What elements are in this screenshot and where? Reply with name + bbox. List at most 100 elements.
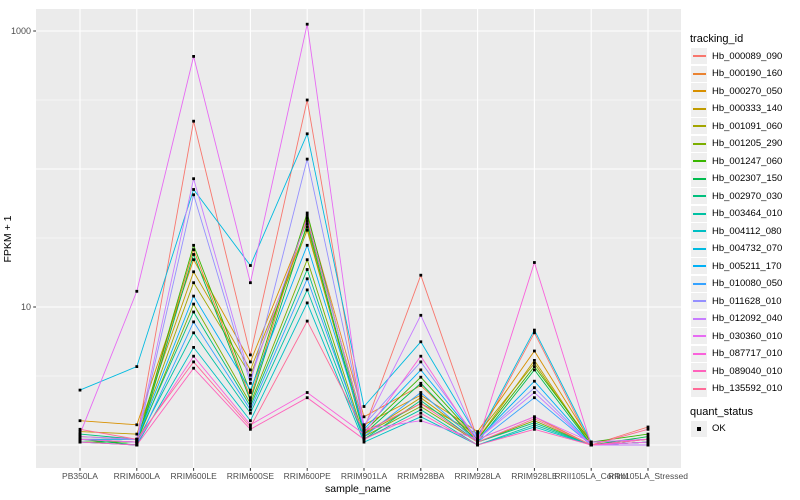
legend-entry-label: Hb_002970_030 — [712, 190, 783, 202]
legend-entry-Hb_001205_290: Hb_001205_290 — [691, 135, 782, 153]
data-point — [419, 402, 423, 405]
legend-quant-label: OK — [712, 423, 726, 435]
data-point — [249, 388, 252, 392]
legend-entry-label: Hb_000333_140 — [712, 103, 783, 114]
data-point — [249, 373, 252, 377]
data-point — [192, 331, 195, 335]
data-point — [589, 443, 593, 447]
data-point — [533, 427, 536, 431]
data-point — [249, 264, 252, 267]
data-point — [192, 294, 195, 298]
data-point — [192, 119, 195, 123]
data-point — [419, 273, 423, 277]
legend-entry-Hb_000270_050: Hb_000270_050 — [691, 82, 782, 100]
legend-key-swatch — [691, 188, 707, 204]
data-point — [305, 301, 309, 305]
data-point — [249, 427, 252, 431]
data-point — [362, 423, 366, 427]
data-point — [78, 427, 82, 431]
data-point — [362, 425, 366, 429]
data-point — [533, 423, 536, 427]
data-point — [249, 399, 252, 402]
legend-entry-Hb_004732_070: Hb_004732_070 — [691, 240, 782, 258]
legend-entry-Hb_089040_010: Hb_089040_010 — [691, 362, 782, 380]
data-point — [135, 365, 139, 368]
legend-key-swatch — [691, 363, 707, 379]
data-point — [78, 440, 82, 444]
data-point — [249, 411, 252, 415]
legend-entry-label: Hb_001091_060 — [712, 120, 783, 132]
legend-key-swatch — [691, 100, 707, 117]
data-point — [419, 384, 423, 387]
legend-entry-label: Hb_001247_060 — [712, 155, 783, 167]
data-point — [192, 248, 195, 252]
legend-key-swatch — [691, 170, 707, 187]
data-point — [305, 216, 309, 220]
legend-key-swatch — [691, 48, 707, 64]
data-point — [305, 132, 309, 136]
data-point — [192, 302, 195, 306]
data-point — [305, 396, 309, 400]
data-point — [78, 437, 82, 441]
legend-key-swatch — [691, 345, 707, 362]
data-point — [305, 219, 309, 223]
legend-entry-Hb_087717_010: Hb_087717_010 — [691, 345, 782, 363]
data-point — [646, 443, 650, 447]
legend-key-swatch — [691, 328, 707, 344]
legend-line-sample — [692, 195, 706, 197]
data-point — [305, 258, 309, 262]
legend-key-swatch — [691, 223, 707, 239]
legend-entry-label: Hb_030360_010 — [712, 330, 783, 342]
legend-key-swatch — [691, 83, 707, 99]
data-point — [305, 268, 309, 271]
data-point — [362, 437, 366, 441]
legend-quant-item-ok: OK — [691, 420, 726, 438]
data-point — [249, 402, 252, 405]
data-point — [476, 440, 479, 444]
legend-entry-Hb_012092_040: Hb_012092_040 — [691, 310, 782, 328]
data-point — [646, 437, 650, 441]
data-point — [305, 391, 309, 394]
data-point — [419, 411, 423, 415]
legend-line-sample — [692, 212, 706, 215]
data-point — [305, 22, 309, 26]
legend-entry-label: Hb_000089_090 — [712, 50, 783, 62]
data-point — [533, 359, 536, 362]
data-point — [646, 440, 650, 444]
data-point — [646, 435, 650, 438]
legend-panel: tracking_id quant_status OK Hb_000089_09… — [688, 0, 800, 500]
data-point — [305, 277, 309, 281]
legend-key-swatch — [691, 258, 707, 274]
legend-line-sample — [692, 265, 706, 267]
data-point — [249, 381, 252, 385]
data-point — [362, 435, 366, 438]
data-point — [362, 415, 366, 419]
data-point — [249, 360, 252, 364]
data-point — [249, 396, 252, 400]
data-point — [533, 415, 536, 419]
data-point — [249, 425, 252, 429]
data-point — [419, 354, 423, 358]
legend-entry-label: Hb_004732_070 — [712, 243, 783, 254]
data-point — [249, 281, 252, 285]
data-point — [419, 368, 423, 372]
legend-key-swatch — [691, 153, 707, 169]
data-point — [533, 379, 536, 383]
data-point — [476, 435, 479, 438]
legend-line-sample — [692, 370, 706, 372]
legend-title-tracking-id: tracking_id — [690, 33, 744, 45]
legend-line-sample — [692, 335, 706, 337]
legend-line-sample — [692, 247, 706, 250]
data-point — [533, 349, 536, 353]
data-point — [305, 214, 309, 217]
data-point — [646, 432, 650, 436]
legend-line-sample — [692, 142, 706, 145]
legend-entry-label: Hb_005211_170 — [712, 260, 782, 272]
data-point — [533, 396, 536, 400]
data-point — [192, 366, 195, 370]
data-point — [476, 437, 479, 441]
data-point — [249, 377, 252, 381]
data-point — [135, 423, 139, 427]
